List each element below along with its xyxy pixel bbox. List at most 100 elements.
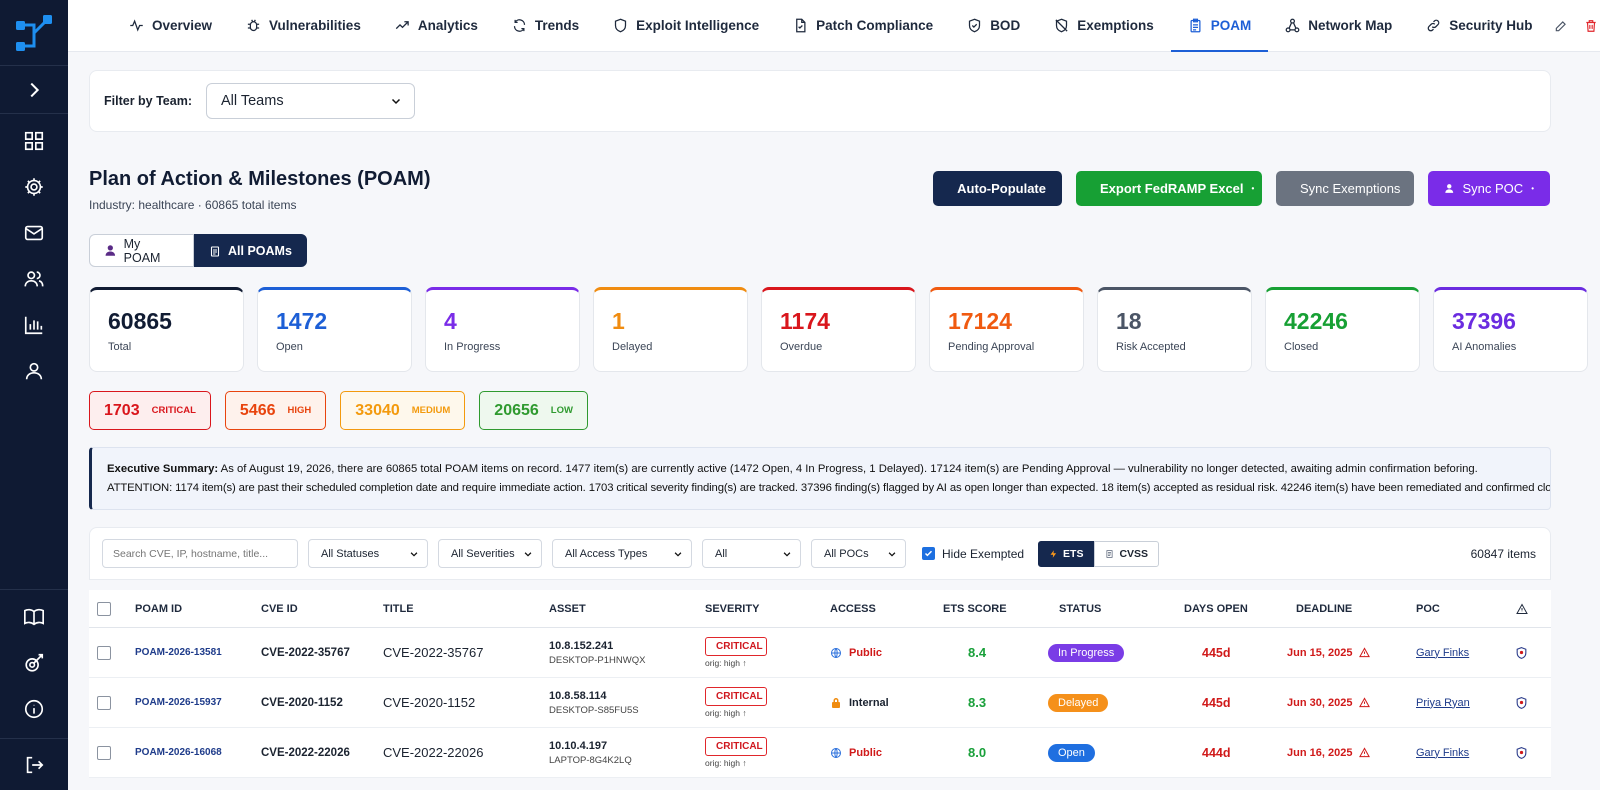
tab-bod[interactable]: BOD bbox=[950, 0, 1037, 51]
severity-count: 5466 bbox=[239, 401, 276, 419]
access-type-select[interactable]: All Access Types bbox=[552, 539, 692, 568]
row-checkbox[interactable] bbox=[97, 645, 111, 660]
stat-card-in-progress[interactable]: 4 In Progress bbox=[425, 287, 580, 372]
column-header-poam-id[interactable]: POAM ID bbox=[135, 602, 183, 615]
table-row[interactable]: POAM-2026-15937 CVE-2020-1152 CVE-2020-1… bbox=[89, 678, 1551, 728]
auto-populate-button[interactable]: Auto-Populate bbox=[933, 171, 1062, 206]
column-header-asset[interactable]: ASSET bbox=[549, 602, 586, 615]
stat-value: 17124 bbox=[948, 308, 1012, 334]
settings-nav-button[interactable] bbox=[0, 164, 68, 210]
tab-poam[interactable]: POAM bbox=[1170, 0, 1269, 52]
poc-link[interactable]: Priya Ryan bbox=[1416, 696, 1470, 709]
team-select[interactable]: All Teams bbox=[205, 83, 415, 119]
user-icon bbox=[105, 245, 116, 256]
app-logo[interactable] bbox=[0, 0, 68, 66]
docs-nav-button[interactable] bbox=[0, 594, 68, 640]
severity-filters: 1703 CRITICAL 5466 HIGH 33040 MEDIUM 20656 L… bbox=[89, 391, 588, 430]
tools-nav-button[interactable] bbox=[0, 640, 68, 686]
search-input[interactable] bbox=[102, 539, 298, 568]
info-nav-button[interactable] bbox=[0, 686, 68, 732]
poc-link[interactable]: Gary Finks bbox=[1416, 746, 1470, 759]
tab-label: Analytics bbox=[417, 18, 478, 33]
status-select[interactable]: All Statuses bbox=[308, 539, 428, 568]
select-all-checkbox[interactable] bbox=[97, 601, 111, 616]
tab-exemptions[interactable]: Exemptions bbox=[1037, 0, 1171, 51]
shield-check-icon bbox=[969, 18, 981, 33]
stat-card-ai-anomalies[interactable]: 37396 AI Anomalies bbox=[1433, 287, 1588, 372]
hide-exempted-checkbox[interactable] bbox=[922, 547, 935, 560]
table-row[interactable]: POAM-2026-13581 CVE-2022-35767 CVE-2022-… bbox=[89, 628, 1551, 678]
severity-select-value: All Severities bbox=[451, 547, 515, 560]
column-header-days-open[interactable]: DAYS OPEN bbox=[1184, 602, 1248, 615]
stat-card-pending-approval[interactable]: 17124 Pending Approval bbox=[929, 287, 1084, 372]
summary-line-2: ATTENTION: 1174 item(s) are past their s… bbox=[107, 479, 1550, 498]
stat-card-overdue[interactable]: 1174 Overdue bbox=[761, 287, 916, 372]
tab-security-hub[interactable]: Security Hub bbox=[1409, 0, 1549, 51]
cvss-label: CVSS bbox=[1119, 547, 1149, 560]
severity-select[interactable]: All Severities bbox=[438, 539, 542, 568]
messages-nav-button[interactable] bbox=[0, 210, 68, 256]
column-header-title[interactable]: TITLE bbox=[383, 602, 414, 615]
expand-sidebar-button[interactable] bbox=[0, 66, 68, 114]
reports-nav-button[interactable] bbox=[0, 302, 68, 348]
cvss-mode-button[interactable]: CVSS bbox=[1094, 540, 1160, 567]
stat-card-delayed[interactable]: 1 Delayed bbox=[593, 287, 748, 372]
profile-nav-button[interactable] bbox=[0, 348, 68, 394]
sync-poc-button[interactable]: Sync POC • bbox=[1428, 171, 1550, 206]
my-poam-toggle[interactable]: My POAM bbox=[89, 234, 194, 267]
delete-icon[interactable] bbox=[1584, 19, 1598, 33]
sync-exemptions-button[interactable]: Sync Exemptions bbox=[1276, 171, 1414, 206]
stat-card-total[interactable]: 60865 Total bbox=[89, 287, 244, 372]
days-open: 445d bbox=[1202, 645, 1231, 660]
poam-id-link[interactable]: POAM-2026-13581 bbox=[135, 647, 222, 658]
shield-badge-icon[interactable] bbox=[1515, 646, 1528, 660]
poc-select[interactable]: All POCs bbox=[811, 539, 906, 568]
column-header-poc[interactable]: POC bbox=[1416, 602, 1440, 615]
all-poams-toggle[interactable]: All POAMs bbox=[194, 234, 307, 267]
logout-button[interactable] bbox=[0, 738, 68, 790]
ets-mode-button[interactable]: ETS bbox=[1038, 540, 1095, 567]
row-checkbox[interactable] bbox=[97, 695, 111, 710]
shield-badge-icon[interactable] bbox=[1515, 746, 1528, 760]
poc-link[interactable]: Gary Finks bbox=[1416, 646, 1470, 659]
poam-id-link[interactable]: POAM-2026-16068 bbox=[135, 747, 222, 758]
poam-id-link[interactable]: POAM-2026-15937 bbox=[135, 697, 222, 708]
stat-card-risk-accepted[interactable]: 18 Risk Accepted bbox=[1097, 287, 1252, 372]
edit-icon[interactable] bbox=[1554, 19, 1568, 33]
column-header-access[interactable]: ACCESS bbox=[830, 602, 876, 615]
users-nav-button[interactable] bbox=[0, 256, 68, 302]
export-fedramp-button[interactable]: Export FedRAMP Excel • bbox=[1076, 171, 1262, 206]
tab-vulnerabilities[interactable]: Vulnerabilities bbox=[229, 0, 378, 51]
column-header-ets-score[interactable]: ETS SCORE bbox=[943, 602, 1007, 615]
tab-patch-compliance[interactable]: Patch Compliance bbox=[776, 0, 950, 51]
sync-exemptions-label: Sync Exemptions bbox=[1300, 181, 1401, 196]
severity-medium-filter[interactable]: 33040 MEDIUM bbox=[340, 391, 466, 430]
tab-analytics[interactable]: Analytics bbox=[378, 0, 495, 51]
severity-high-filter[interactable]: 5466 HIGH bbox=[224, 391, 327, 430]
stat-card-closed[interactable]: 42246 Closed bbox=[1265, 287, 1420, 372]
stat-card-open[interactable]: 1472 Open bbox=[257, 287, 412, 372]
column-header-deadline[interactable]: DEADLINE bbox=[1296, 602, 1353, 615]
tab-exploit-intelligence[interactable]: Exploit Intelligence bbox=[596, 0, 776, 51]
dashboard-nav-button[interactable] bbox=[0, 118, 68, 164]
column-header-status[interactable]: STATUS bbox=[1059, 602, 1102, 615]
stat-label: Overdue bbox=[780, 341, 823, 353]
tab-overview[interactable]: Overview bbox=[112, 0, 229, 51]
table-filter-bar: All Statuses All Severities All Access T… bbox=[89, 527, 1551, 580]
top-navigation: Overview Vulnerabilities Analytics Trend… bbox=[68, 0, 1600, 52]
column-header-cve-id[interactable]: CVE ID bbox=[261, 602, 298, 615]
severity-low-filter[interactable]: 20656 LOW bbox=[479, 391, 588, 430]
asset-hostname: LAPTOP-8G4K2LQ bbox=[549, 754, 632, 766]
all-select[interactable]: All bbox=[702, 539, 801, 568]
tab-network-map[interactable]: Network Map bbox=[1268, 0, 1409, 51]
hide-exempted-toggle[interactable]: Hide Exempted bbox=[922, 547, 1024, 561]
table-row[interactable]: POAM-2026-16068 CVE-2022-22026 CVE-2022-… bbox=[89, 728, 1551, 778]
row-checkbox[interactable] bbox=[97, 745, 111, 760]
row-checkbox-cell bbox=[97, 728, 111, 777]
severity-critical-filter[interactable]: 1703 CRITICAL bbox=[89, 391, 211, 430]
shield-badge-icon[interactable] bbox=[1515, 696, 1528, 710]
row-checkbox-cell bbox=[97, 628, 111, 677]
tab-trends[interactable]: Trends bbox=[495, 0, 596, 51]
column-header-severity[interactable]: SEVERITY bbox=[705, 602, 760, 615]
deadline-date: Jun 16, 2025 bbox=[1287, 746, 1353, 759]
